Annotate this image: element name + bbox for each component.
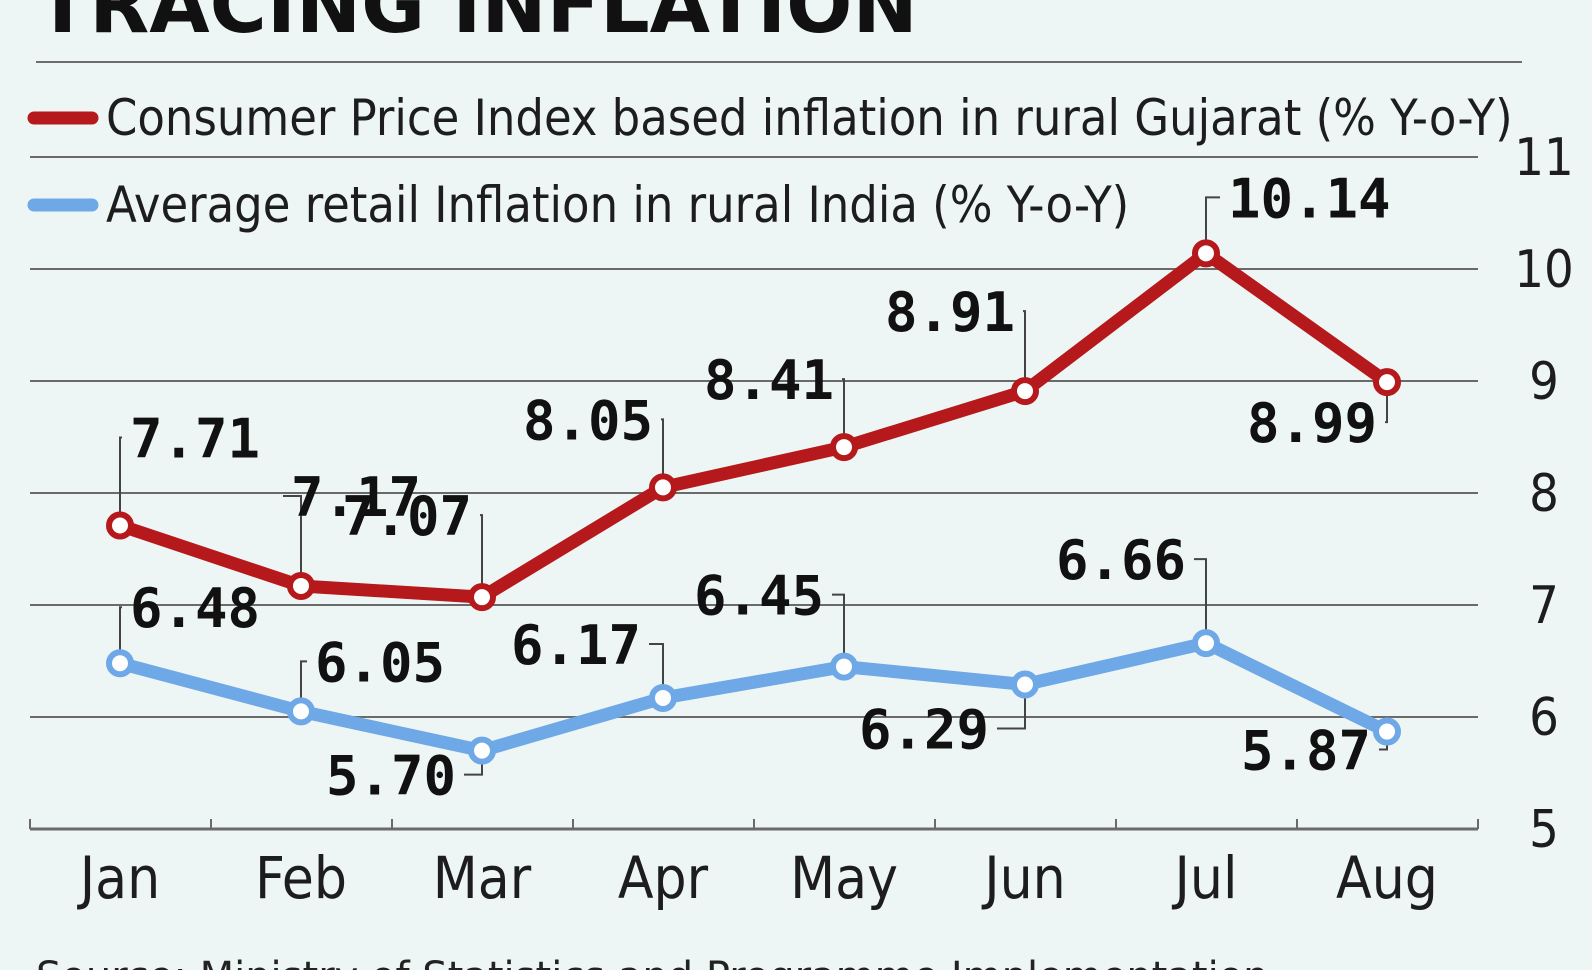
data-label: 8.91 (885, 281, 1015, 344)
data-point (1373, 368, 1401, 397)
data-point (830, 433, 858, 462)
data-point (1373, 717, 1401, 746)
data-label: 8.05 (523, 389, 653, 452)
label-leader (119, 436, 122, 513)
x-tick-label: Jul (1172, 844, 1238, 912)
x-axis-tick-labels: Jan Feb Mar Apr May Jun Jul Aug (77, 844, 1438, 912)
label-leader (300, 660, 307, 699)
x-tick-label: Jun (981, 844, 1066, 912)
legend: Consumer Price Index based inflation in … (27, 89, 1513, 234)
label-leader (1194, 558, 1207, 631)
data-point (468, 583, 496, 612)
label-leader (1379, 744, 1388, 751)
label-leader (480, 514, 483, 585)
series-line (113, 246, 1394, 604)
label-leader (997, 697, 1026, 730)
data-label: 6.66 (1056, 529, 1186, 592)
x-axis (29, 819, 1479, 831)
data-point (106, 511, 134, 540)
data-point (649, 683, 677, 712)
y-tick-label: 6 (1529, 688, 1559, 748)
series-lines (113, 246, 1394, 758)
data-label: 10.14 (1228, 167, 1391, 230)
label-leader (1205, 196, 1220, 241)
label-leader (649, 642, 664, 685)
data-point (287, 571, 315, 600)
data-label: 6.05 (315, 631, 445, 694)
x-tick-label: Feb (255, 844, 347, 912)
data-point (1192, 629, 1220, 658)
x-tick-label: Aug (1336, 844, 1438, 912)
label-leader (842, 378, 845, 435)
data-label: 6.45 (694, 565, 824, 628)
chart-title: TRACING INFLATION (36, 0, 918, 51)
label-leader (832, 593, 845, 654)
label-leader (464, 763, 483, 776)
label-leader (661, 418, 664, 475)
y-tick-label: 5 (1529, 800, 1559, 860)
y-tick-label: 10 (1514, 240, 1574, 300)
data-point (1011, 377, 1039, 406)
data-point (1192, 239, 1220, 268)
y-axis-tick-labels: 5 6 7 8 9 10 11 (1514, 128, 1574, 860)
x-tick-label: Apr (618, 844, 709, 912)
data-label: 5.87 (1241, 720, 1371, 783)
data-point (649, 473, 677, 502)
y-tick-label: 9 (1529, 352, 1559, 412)
data-label: 5.70 (326, 745, 456, 808)
x-tick-label: Mar (433, 844, 532, 912)
data-label: 7.07 (342, 485, 472, 548)
data-label: 8.99 (1247, 392, 1377, 455)
label-leader (1023, 310, 1026, 379)
data-point (1011, 670, 1039, 699)
label-leader (119, 606, 122, 651)
data-point (106, 649, 134, 678)
legend-label: Consumer Price Index based inflation in … (106, 89, 1513, 147)
data-point (468, 736, 496, 765)
label-leader (1385, 395, 1388, 424)
x-tick-label: Jan (77, 844, 160, 912)
label-leader (283, 494, 302, 573)
data-label: 6.48 (130, 577, 260, 640)
data-label: 6.17 (511, 614, 641, 677)
y-tick-label: 8 (1529, 464, 1559, 524)
data-label: 7.71 (130, 407, 260, 470)
data-label: 6.29 (859, 699, 989, 762)
source-note: Source: Ministry of Statistics and Progr… (36, 954, 1269, 970)
x-tick-label: May (790, 844, 898, 912)
data-points (106, 239, 1401, 765)
data-point (287, 697, 315, 726)
y-tick-label: 7 (1529, 576, 1559, 636)
data-labels: 7.71 7.177.07 8.05 8.41 8.91 10.14 8.99 6.48 6.0… (130, 167, 1391, 807)
series-line (113, 636, 1394, 758)
data-label: 7.17 (291, 466, 421, 529)
data-label: 8.41 (704, 349, 834, 412)
legend-label: Average retail Inflation in rural India … (106, 176, 1129, 234)
gridlines (30, 156, 1478, 718)
y-tick-label: 11 (1514, 128, 1574, 188)
data-point (830, 652, 858, 681)
label-leaders (119, 196, 1388, 776)
